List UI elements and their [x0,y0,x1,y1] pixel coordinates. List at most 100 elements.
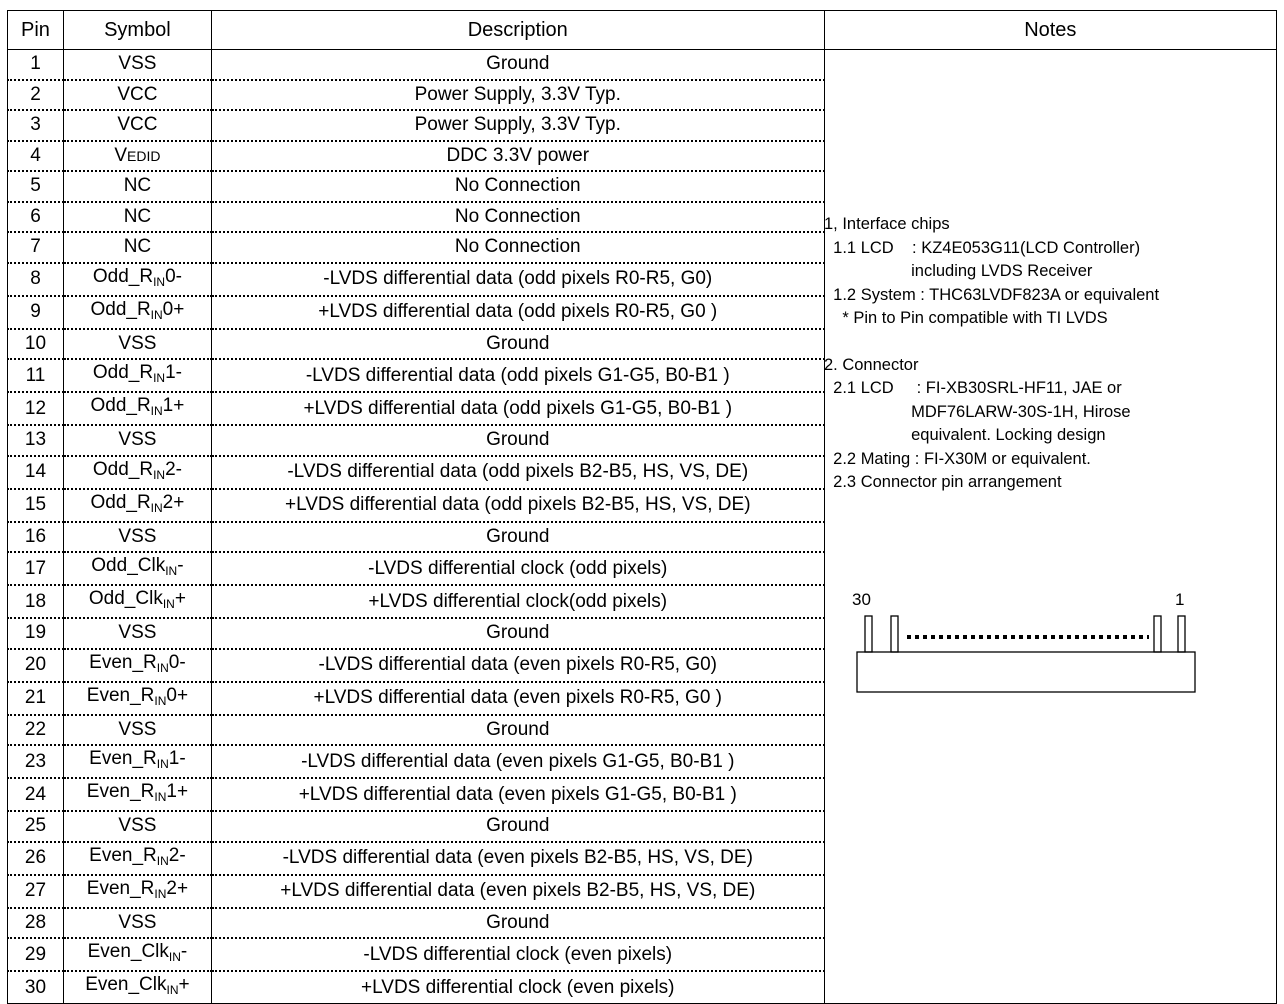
table-row: 28 VSS Ground [7,907,1277,939]
pin-number-cell: 13 [7,425,64,457]
notes-line: equivalent. Locking design [824,426,1106,444]
symbol-suffix: + [178,974,190,995]
symbol-cell: Even_RIN1- [62,745,212,779]
table-row: 3 VCC Power Supply, 3.3V Typ. [7,110,1277,142]
symbol-suffix: 2+ [162,491,185,513]
symbol-prefix: Odd_R [92,458,154,480]
table-row: 14 Odd_RIN2- -LVDS differential data (odd … [7,455,1277,490]
symbol-prefix: Even_R [86,684,155,706]
description-cell: Ground [210,811,825,843]
header-symbol: Symbol [62,10,212,50]
symbol-prefix: Odd_Clk [88,588,163,609]
pin-number-cell: 1 [7,49,64,81]
description-cell: -LVDS differential data (even pixels R0-… [210,648,825,683]
description-cell: -LVDS differential clock (odd pixels) [210,552,825,586]
symbol-cell: VSS [62,907,212,939]
pin-number-cell: 3 [7,110,64,142]
symbol-subscript: IN [153,467,166,482]
symbol-subscript: IN [153,274,166,289]
table-row: 27 Even_RIN2+ +LVDS differential data (eve… [7,874,1277,909]
notes-line: 2.2 Mating : FI-X30M or equivalent. [824,449,1091,468]
pin-number-cell: 10 [7,328,64,360]
pin-number-cell: 23 [7,745,64,779]
notes-line: 2. Connector [824,355,919,374]
symbol-cell: Odd_RIN2- [62,455,212,490]
symbol-prefix: Even_Clk [85,974,167,995]
symbol-subscript: IN [153,371,166,385]
symbol-cell: Even_ClkIN+ [62,971,212,1004]
symbol-subscript: IN [154,693,167,708]
pin-number-cell: 17 [7,552,64,586]
pin-assignment-table: Pin Symbol Description Notes 1 VSS Ground 2… [7,10,1278,1004]
symbol-subscript: IN [150,307,163,322]
pin-number-cell: 20 [7,648,64,683]
description-cell: Ground [210,328,825,360]
symbol-cell: VSS [62,618,212,650]
symbol-subscript: IN [165,564,178,578]
symbol-subscript: IN [156,757,169,771]
symbol-cell: Odd_ClkIN- [62,552,212,586]
pin-number-cell: 5 [7,171,64,203]
symbol-cell: VSS [62,49,212,81]
table-row: 9 Odd_RIN0+ +LVDS differential data (odd p… [7,295,1277,330]
symbol-cell: Odd_RIN1- [62,359,212,393]
symbol-subscript: IN [156,853,169,868]
connector-pin-1 [1177,615,1186,653]
symbol-prefix: Even_R [86,781,155,802]
pin-rows: 1 VSS Ground 2 VCC Power Supply, 3.3V Typ. 3 VC… [7,49,1278,1004]
symbol-suffix: 2- [168,844,186,866]
symbol-suffix: 0+ [166,684,189,706]
symbol-cell: NC [62,232,212,264]
description-cell: +LVDS differential clock(odd pixels) [210,585,825,619]
symbol-cell: VSS [62,425,212,457]
description-cell: -LVDS differential data (even pixels B2-… [210,841,825,876]
pin-number-cell: 27 [7,874,64,909]
symbol-cell: Odd_ClkIN+ [62,585,212,619]
symbol-prefix: Odd_R [92,265,154,287]
symbol-suffix: - [177,555,184,576]
symbol-main: V [114,144,128,166]
symbol-subscript: EDID [127,147,161,164]
symbol-cell: VSS [62,328,212,360]
pin-number-cell: 9 [7,295,64,330]
table-row: 5 NC No Connection [7,171,1277,203]
table-row: 19 VSS Ground [7,618,1277,650]
table-row: 6 NC No Connection [7,201,1277,233]
description-cell: No Connection [210,201,825,233]
table-row: 26 Even_RIN2- -LVDS differential data (eve… [7,841,1277,876]
notes-line: 2.3 Connector pin arrangement [824,473,1062,491]
pin-number-cell: 21 [7,681,64,716]
connector-body [856,651,1196,693]
symbol-cell: VSS [62,521,212,553]
symbol-subscript: IN [154,886,167,901]
description-cell: -LVDS differential data (odd pixels B2-B… [210,455,825,490]
symbol-cell: Odd_RIN0- [62,262,212,297]
symbol-subscript: IN [150,404,163,418]
pin-number-cell: 11 [7,359,64,393]
description-cell: Ground [210,907,825,939]
symbol-cell: VCC [62,79,212,111]
notes-line: 1.2 System : THC63LVDF823A or equivalent [824,285,1160,304]
symbol-subscript: IN [156,660,169,675]
symbol-prefix: Odd_R [90,298,151,320]
pin-number-cell: 26 [7,841,64,876]
symbol-prefix: Odd_Clk [91,555,166,576]
connector-pin-2 [1153,615,1162,653]
symbol-suffix: 1- [165,362,182,383]
pin-number-cell: 15 [7,488,64,523]
description-cell: Ground [210,714,825,746]
symbol-cell: Even_RIN2- [62,841,212,876]
pin-number-cell: 24 [7,778,64,812]
table-row: 17 Odd_ClkIN- -LVDS differential clock (od… [7,552,1277,586]
description-cell: +LVDS differential clock (even pixels) [210,971,825,1004]
symbol-prefix: Odd_R [92,362,154,383]
symbol-cell: Even_RIN1+ [62,778,212,812]
symbol-cell: Odd_RIN1+ [62,392,212,426]
pin-number-cell: 19 [7,618,64,650]
description-cell: No Connection [210,171,825,203]
symbol-subscript: IN [168,950,181,964]
pin-number-cell: 16 [7,521,64,553]
description-cell: +LVDS differential data (odd pixels G1-G… [210,392,825,426]
table-row: 10 VSS Ground [7,328,1277,360]
symbol-prefix: Even_Clk [87,941,169,962]
